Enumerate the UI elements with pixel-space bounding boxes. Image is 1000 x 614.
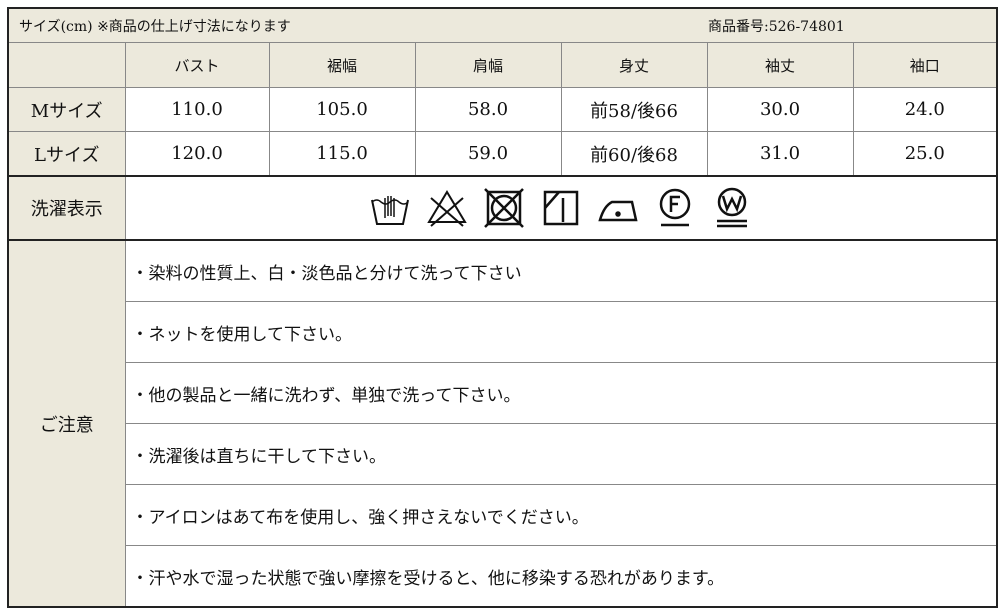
cell: 前58/後66 <box>560 87 708 132</box>
note-row: ・汗や水で湿った状態で強い摩擦を受けると、他に移染する恐れがあります。 <box>8 545 998 608</box>
line-dry-shade-icon <box>543 190 578 226</box>
col-header: 身丈 <box>560 42 708 88</box>
cell: 25.0 <box>852 131 998 177</box>
col-header: 袖丈 <box>706 42 854 88</box>
size-table: サイズ(cm) ※商品の仕上げ寸法になります 商品番号:526-74801 バスト… <box>7 7 998 608</box>
note-row: ご注意 ・染料の性質上、白・淡色品と分けて洗って下さい <box>7 239 998 608</box>
no-tumble-dry-icon <box>483 188 524 228</box>
row-label: Mサイズ <box>7 87 126 132</box>
header-row: バスト 裾幅 肩幅 身丈 袖丈 袖口 <box>7 42 998 88</box>
note-item: ・汗や水で湿った状態で強い摩擦を受けると、他に移染する恐れがあります。 <box>124 545 998 608</box>
title-row: サイズ(cm) ※商品の仕上げ寸法になります 商品番号:526-74801 <box>7 7 998 43</box>
row-label: Lサイズ <box>7 131 126 177</box>
no-bleach-icon <box>426 190 467 227</box>
cell: 105.0 <box>268 87 416 132</box>
table-title: サイズ(cm) ※商品の仕上げ寸法になります <box>19 18 291 35</box>
cell: 前60/後68 <box>560 131 708 177</box>
dry-clean-f-icon <box>659 188 690 227</box>
wash-label: 洗濯表示 <box>7 175 126 241</box>
col-header: 肩幅 <box>414 42 562 88</box>
hand-wash-icon <box>370 196 409 225</box>
note-row: ・アイロンはあて布を使用し、強く押さえないでください。 <box>8 484 998 546</box>
col-header: バスト <box>124 42 270 88</box>
cell: 58.0 <box>414 87 562 132</box>
note-row: ・他の製品と一緒に洗わず、単独で洗って下さい。 <box>8 362 998 424</box>
product-number: 商品番号:526-74801 <box>708 18 845 35</box>
note-item: ・アイロンはあて布を使用し、強く押さえないでください。 <box>124 484 998 546</box>
iron-low-icon <box>598 200 638 222</box>
cell: 115.0 <box>268 131 416 177</box>
wash-row: 洗濯表示 <box>7 175 998 241</box>
cell: 30.0 <box>706 87 854 132</box>
note-item: ・洗濯後は直ちに干して下さい。 <box>124 423 998 485</box>
notes-label: ご注意 <box>7 239 126 608</box>
cell: 31.0 <box>706 131 854 177</box>
col-header: 裾幅 <box>268 42 416 88</box>
cell: 24.0 <box>852 87 998 132</box>
note-row: ・ネットを使用して下さい。 <box>8 301 998 363</box>
corner-cell <box>7 42 126 88</box>
cell: 110.0 <box>124 87 270 132</box>
note-row: ・洗濯後は直ちに干して下さい。 <box>8 423 998 485</box>
note-item: ・他の製品と一緒に洗わず、単独で洗って下さい。 <box>124 362 998 424</box>
col-header: 袖口 <box>852 42 998 88</box>
wet-clean-w-icon <box>716 187 747 228</box>
table-row: Mサイズ 110.0 105.0 58.0 前58/後66 30.0 24.0 <box>7 87 998 132</box>
table-row: Lサイズ 120.0 115.0 59.0 前60/後68 31.0 25.0 <box>7 131 998 177</box>
note-item: ・染料の性質上、白・淡色品と分けて洗って下さい <box>124 239 998 302</box>
note-item: ・ネットを使用して下さい。 <box>124 301 998 363</box>
cell: 120.0 <box>124 131 270 177</box>
cell: 59.0 <box>414 131 562 177</box>
